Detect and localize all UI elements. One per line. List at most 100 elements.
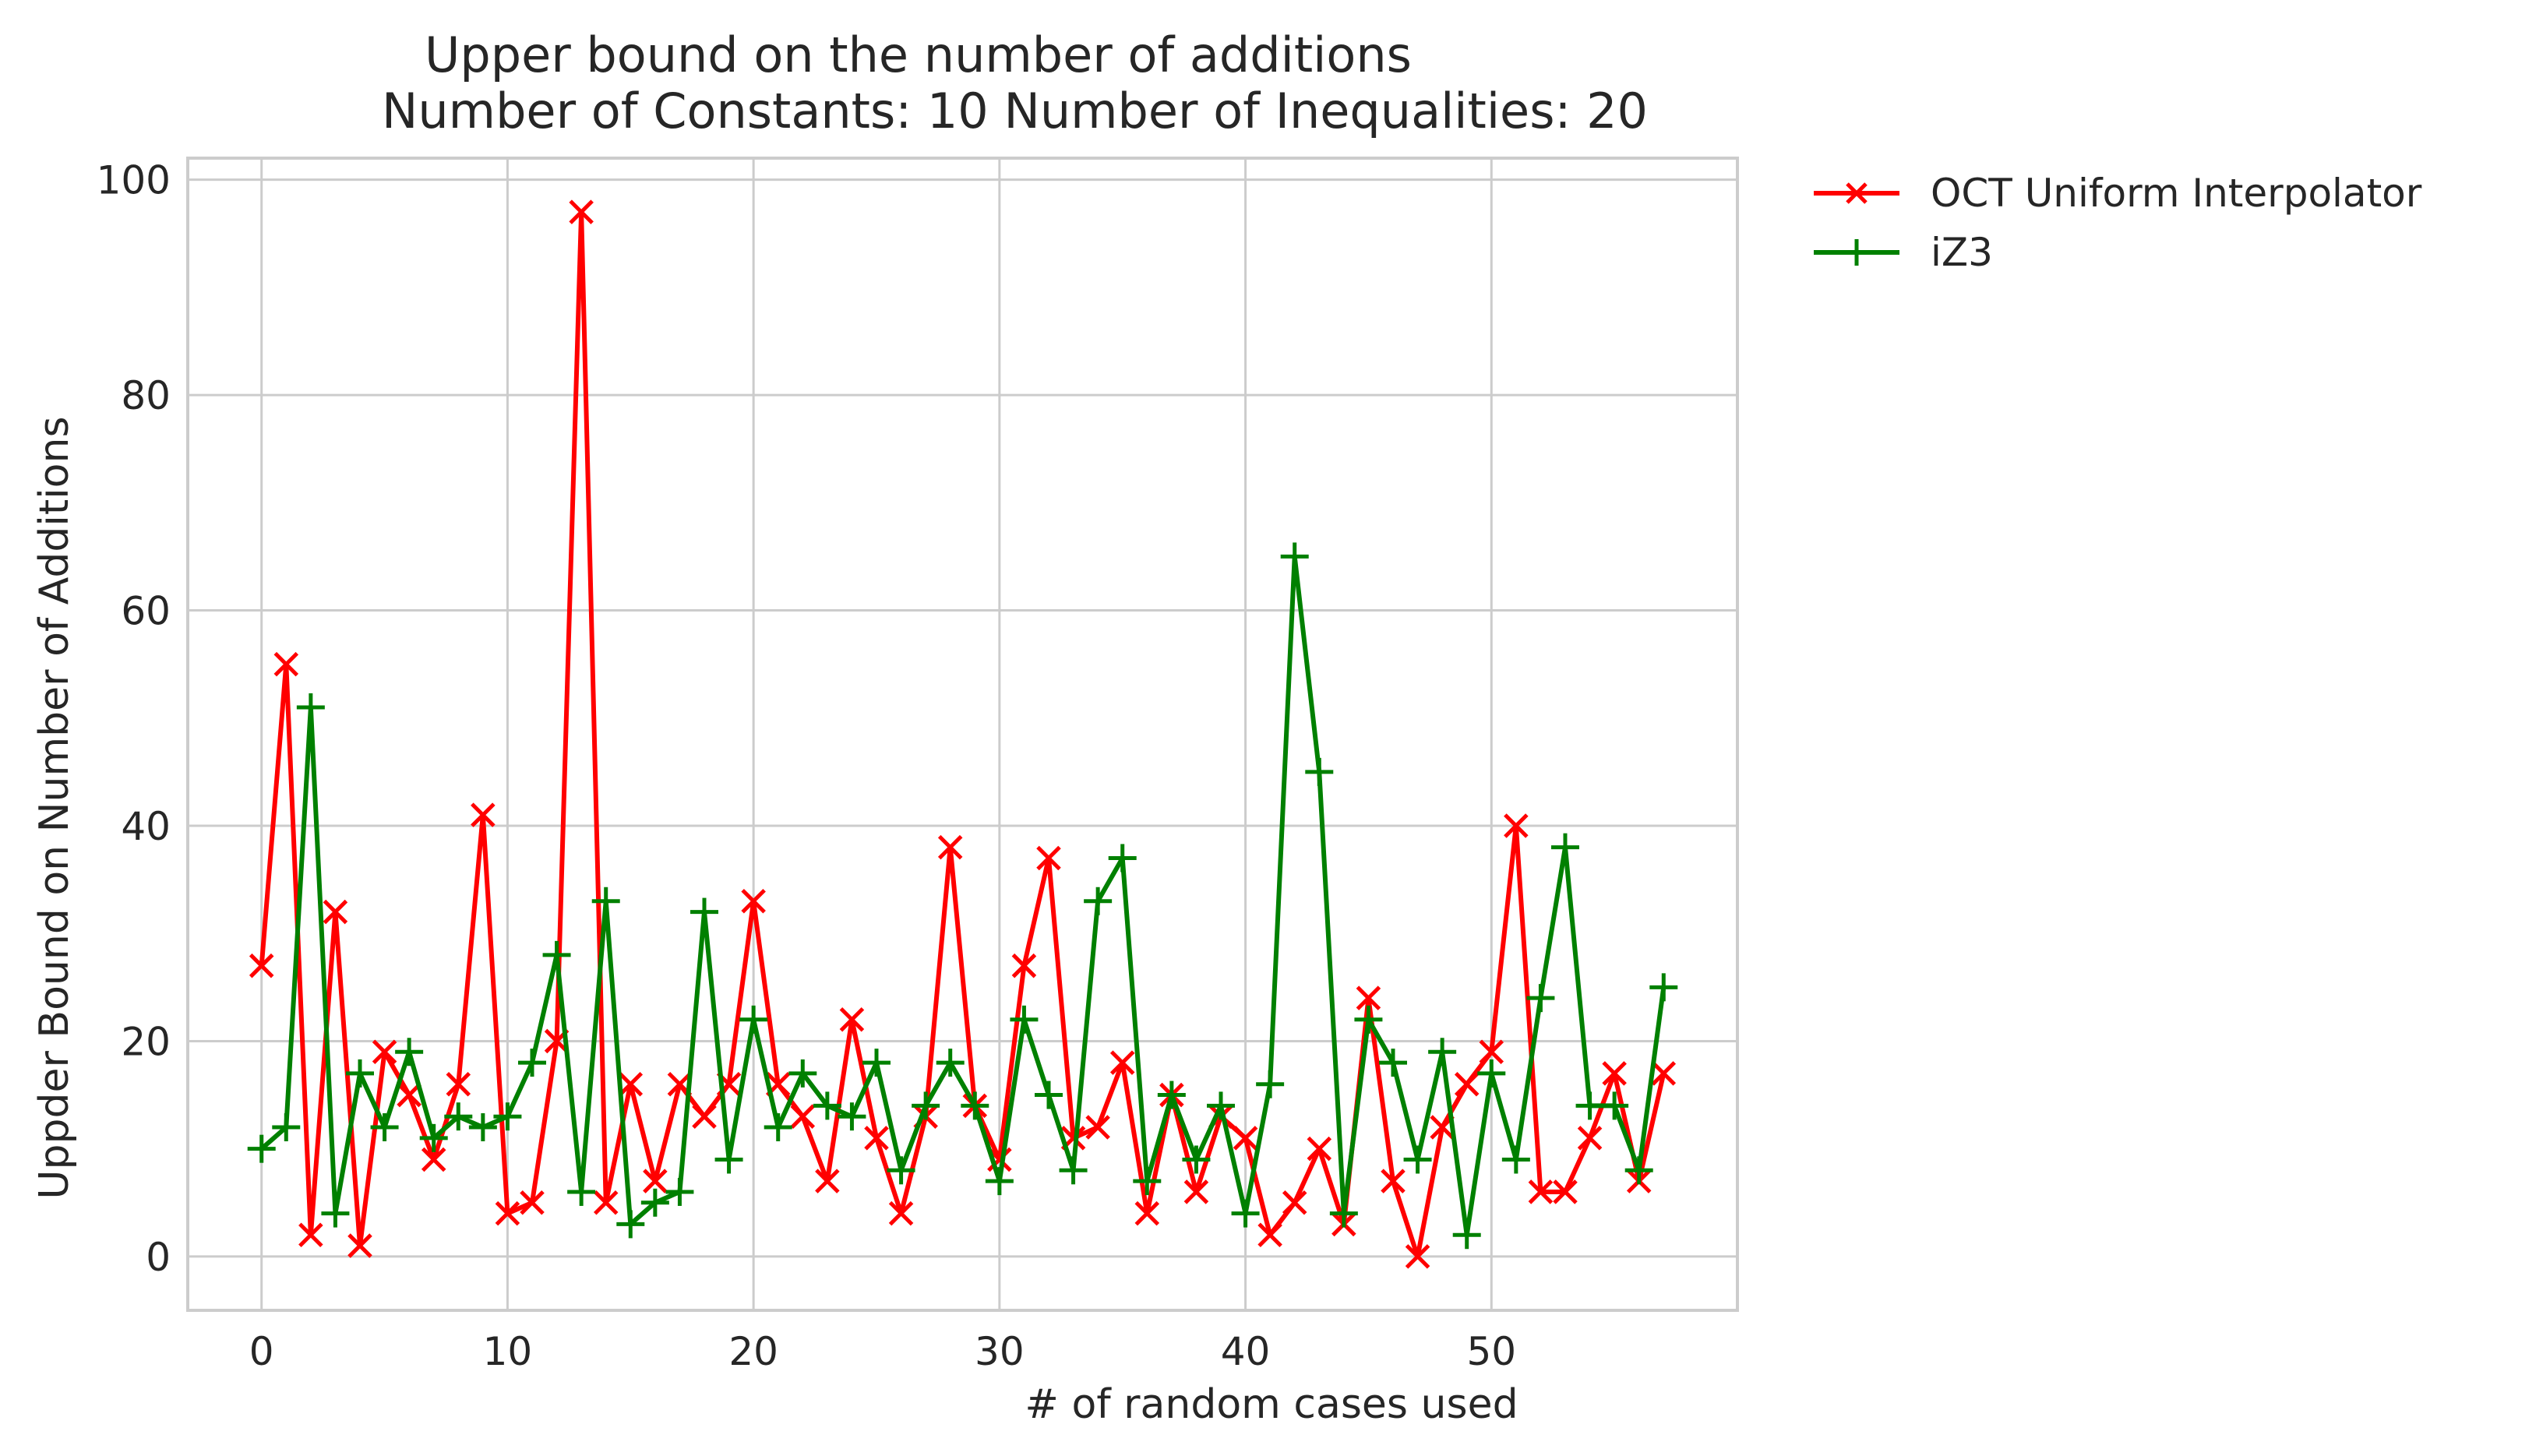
y-tick-label: 0 xyxy=(146,1235,171,1280)
data-point xyxy=(912,1091,940,1120)
x-tick-label: 40 xyxy=(1221,1329,1271,1374)
data-point xyxy=(1602,1061,1627,1086)
data-point xyxy=(1528,1179,1554,1204)
data-point xyxy=(936,1049,965,1077)
data-point xyxy=(790,1104,816,1129)
data-point xyxy=(1084,887,1113,915)
data-point xyxy=(1085,1115,1110,1140)
data-point xyxy=(1381,1169,1406,1193)
data-point xyxy=(1108,844,1137,873)
data-point xyxy=(1011,953,1037,978)
chart-title-line-1: Upper bound on the number of additions xyxy=(425,26,1412,83)
data-point xyxy=(1379,1049,1407,1077)
data-point xyxy=(1036,845,1061,871)
legend-label-series-0: OCT Uniform Interpolator xyxy=(1931,171,2422,216)
legend-swatch-series-1 xyxy=(1814,239,1899,266)
x-tick-label: 10 xyxy=(483,1329,533,1374)
data-point xyxy=(1504,813,1529,838)
y-tick-label: 60 xyxy=(121,589,171,634)
data-point xyxy=(1307,1136,1332,1162)
data-point xyxy=(937,834,963,860)
data-point xyxy=(1035,1081,1063,1109)
data-point xyxy=(1553,1179,1578,1204)
data-point xyxy=(1207,1091,1235,1120)
data-point xyxy=(665,1177,694,1206)
data-point xyxy=(1280,542,1309,571)
data-point xyxy=(985,1167,1014,1196)
data-point xyxy=(618,1071,644,1097)
data-point xyxy=(864,1126,889,1151)
y-tick-label: 20 xyxy=(121,1019,171,1064)
data-point xyxy=(1454,1071,1480,1097)
data-point xyxy=(764,1113,792,1142)
data-point xyxy=(1405,1244,1430,1269)
data-point xyxy=(1183,1179,1209,1204)
data-point xyxy=(1010,1005,1039,1034)
data-point xyxy=(1133,1167,1162,1196)
data-point xyxy=(1305,757,1334,786)
series-line-1 xyxy=(259,554,1667,1238)
data-point xyxy=(888,1200,914,1226)
tick-labels: 0 10 20 30 40 50 0 20 40 60 80 100 xyxy=(97,158,1517,1374)
data-point xyxy=(1651,1061,1677,1086)
legend: OCT Uniform Interpolator iZ3 xyxy=(1814,164,2421,282)
data-point xyxy=(640,1188,669,1217)
data-point xyxy=(1109,1050,1135,1075)
data-point xyxy=(741,888,766,914)
data-point xyxy=(1356,985,1381,1010)
data-point xyxy=(569,199,594,224)
data-point xyxy=(397,1082,421,1108)
x-tick-label: 0 xyxy=(249,1329,274,1374)
data-point xyxy=(591,887,620,915)
legend-item-series-1[interactable]: iZ3 xyxy=(1814,223,2421,282)
data-point xyxy=(1257,1222,1282,1248)
data-point xyxy=(1329,1199,1358,1228)
data-point xyxy=(1600,1091,1629,1120)
data-point xyxy=(518,1049,546,1077)
y-tick-label: 80 xyxy=(121,373,171,418)
data-point xyxy=(272,1113,301,1142)
data-point xyxy=(1479,1039,1504,1065)
data-point xyxy=(542,940,571,969)
data-point xyxy=(421,1147,446,1172)
legend-swatch-series-0 xyxy=(1814,182,1899,204)
data-point xyxy=(347,1233,372,1258)
data-point xyxy=(247,1134,276,1163)
data-point xyxy=(1501,1145,1530,1174)
data-point xyxy=(520,1190,545,1215)
data-point xyxy=(1403,1145,1432,1174)
data-point xyxy=(838,1102,866,1131)
data-point xyxy=(1059,1156,1088,1185)
grid xyxy=(188,158,1737,1310)
data-point xyxy=(323,899,348,925)
data-point xyxy=(346,1059,374,1088)
data-point xyxy=(692,1104,717,1129)
data-point xyxy=(296,693,325,721)
legend-item-series-0[interactable]: OCT Uniform Interpolator xyxy=(1814,164,2421,223)
data-point xyxy=(1575,1091,1604,1120)
x-axis-label: # of random cases used xyxy=(1025,1381,1518,1428)
x-tick-label: 30 xyxy=(975,1329,1025,1374)
chart-title-line-2: Number of Constants: 10 Number of Inequa… xyxy=(382,83,1648,139)
data-point xyxy=(887,1156,915,1185)
data-point xyxy=(815,1169,840,1193)
data-point xyxy=(839,1007,865,1032)
data-point xyxy=(1477,1059,1506,1088)
data-point xyxy=(1526,984,1555,1013)
data-point xyxy=(249,953,274,978)
data-point xyxy=(862,1049,891,1077)
y-axis-label: Uppder Bound on Number of Additions xyxy=(31,416,78,1200)
data-point xyxy=(419,1123,448,1152)
data-point xyxy=(298,1222,323,1248)
data-point xyxy=(961,1091,989,1120)
data-point xyxy=(1233,1126,1258,1151)
data-point xyxy=(471,802,496,827)
data-point xyxy=(372,1039,397,1065)
data-point xyxy=(616,1210,645,1239)
data-point xyxy=(567,1177,596,1206)
data-point xyxy=(1624,1156,1653,1185)
data-point xyxy=(446,1071,471,1097)
data-point xyxy=(714,1145,743,1174)
